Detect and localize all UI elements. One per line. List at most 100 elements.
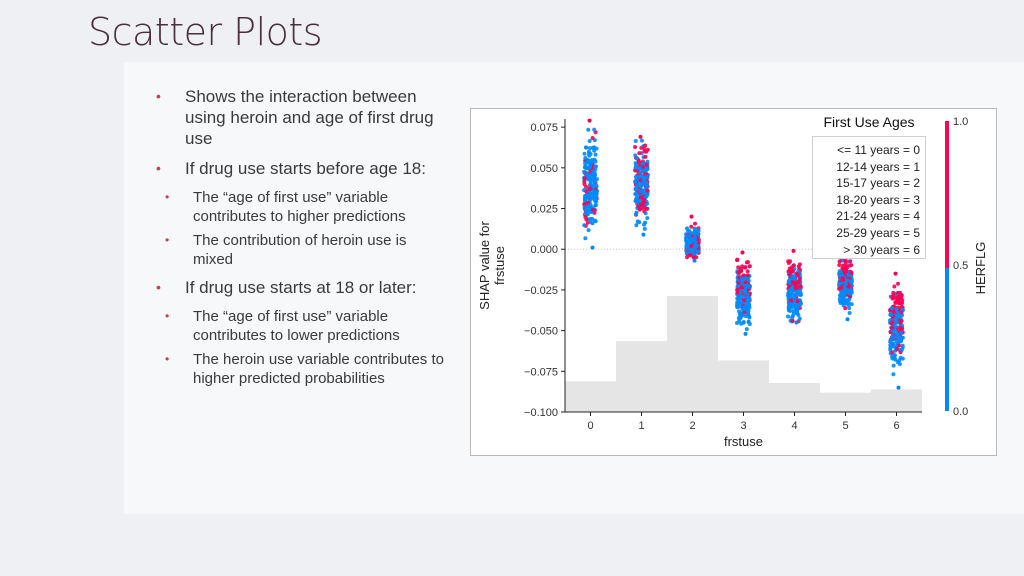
scatter-point (846, 301, 851, 306)
y-axis-label: SHAP value for (477, 221, 492, 310)
scatter-point (791, 248, 796, 253)
scatter-point (640, 164, 645, 169)
scatter-point (837, 269, 842, 274)
scatter-point (583, 161, 588, 166)
scatter-point (693, 228, 698, 233)
scatter-point (848, 259, 853, 264)
scatter-point (634, 212, 639, 217)
x-tick-label: 5 (842, 420, 848, 432)
scatter-point (582, 202, 587, 207)
scatter-point (638, 134, 643, 139)
scatter-point (899, 347, 904, 352)
scatter-point (639, 138, 644, 143)
scatter-point (590, 177, 595, 182)
scatter-point (640, 174, 645, 179)
scatter-point (634, 156, 639, 161)
scatter-point (584, 189, 589, 194)
scatter-point (747, 285, 752, 290)
scatter-point (847, 311, 852, 316)
scatter-point (692, 252, 697, 257)
scatter-point (588, 220, 593, 225)
scatter-point (794, 320, 799, 325)
scatter-point (736, 280, 741, 285)
slide-title: Scatter Plots (88, 10, 323, 54)
scatter-point (593, 189, 598, 194)
scatter-point (645, 216, 650, 221)
scatter-point (644, 174, 649, 179)
scatter-point (645, 188, 650, 193)
scatter-point (847, 306, 852, 311)
scatter-point (593, 198, 598, 203)
scatter-point (795, 281, 800, 286)
scatter-point (795, 299, 800, 304)
scatter-point (792, 280, 797, 285)
scatter-point (897, 343, 902, 348)
scatter-point (791, 311, 796, 316)
scatter-point (637, 174, 642, 179)
y-tick-label: −0.050 (524, 326, 558, 338)
scatter-point (888, 318, 893, 323)
scatter-point (588, 182, 593, 187)
y-tick-label: 0.025 (530, 204, 558, 216)
scatter-point (582, 182, 587, 187)
histogram-bar (769, 382, 820, 412)
scatter-point (642, 205, 647, 210)
scatter-point (894, 307, 899, 312)
scatter-point (740, 300, 745, 305)
scatter-point (689, 238, 694, 243)
scatter-point (583, 236, 588, 241)
scatter-point (589, 196, 594, 201)
scatter-point (643, 220, 648, 225)
scatter-point (735, 290, 740, 295)
scatter-point (689, 214, 694, 219)
scatter-point (735, 284, 740, 289)
scatter-point (745, 309, 750, 314)
scatter-point (587, 138, 592, 143)
scatter-point (692, 258, 697, 263)
scatter-point (640, 203, 645, 208)
scatter-point (584, 145, 589, 150)
scatter-point (582, 176, 587, 181)
scatter-point (747, 264, 752, 269)
scatter-point (633, 175, 638, 180)
x-tick-label: 6 (893, 420, 899, 432)
scatter-point (736, 265, 741, 270)
scatter-point (635, 219, 640, 224)
scatter-point (588, 216, 593, 221)
scatter-point (736, 296, 741, 301)
scatter-point (634, 191, 639, 196)
scatter-point (684, 255, 689, 260)
scatter-point (837, 262, 842, 267)
scatter-point (740, 250, 745, 255)
scatter-point (798, 284, 803, 289)
scatter-point (849, 280, 854, 285)
scatter-point (889, 306, 894, 311)
scatter-point (582, 169, 587, 174)
colorbar-high-segment (945, 121, 949, 268)
scatter-point (837, 259, 842, 264)
scatter-point (849, 270, 854, 275)
scatter-point (747, 321, 752, 326)
scatter-point (839, 291, 844, 296)
sub-bullet-list-3: The “age of first use” variable contribu… (154, 307, 444, 388)
shap-scatter-chart: 0.0750.0500.0250.000−0.025−0.050−0.075−0… (477, 116, 988, 449)
scatter-point (641, 232, 646, 237)
scatter-point (889, 321, 894, 326)
scatter-point (790, 269, 795, 274)
scatter-point (843, 306, 848, 311)
scatter-point (793, 293, 798, 298)
scatter-point (642, 146, 647, 151)
scatter-point (788, 259, 793, 264)
scatter-point (892, 317, 897, 322)
scatter-point (900, 307, 905, 312)
scatter-point (744, 327, 749, 332)
scatter-point (634, 223, 639, 228)
scatter-point (684, 241, 689, 246)
scatter-point (737, 319, 742, 324)
scatter-point (644, 162, 649, 167)
y-tick-label: −0.025 (524, 285, 558, 297)
scatter-point (741, 320, 746, 325)
sub-bullet-list-2: The “age of first use” variable contribu… (154, 188, 444, 269)
y-tick-label: −0.100 (524, 407, 558, 419)
legend-item: > 30 years = 6 (843, 242, 920, 257)
